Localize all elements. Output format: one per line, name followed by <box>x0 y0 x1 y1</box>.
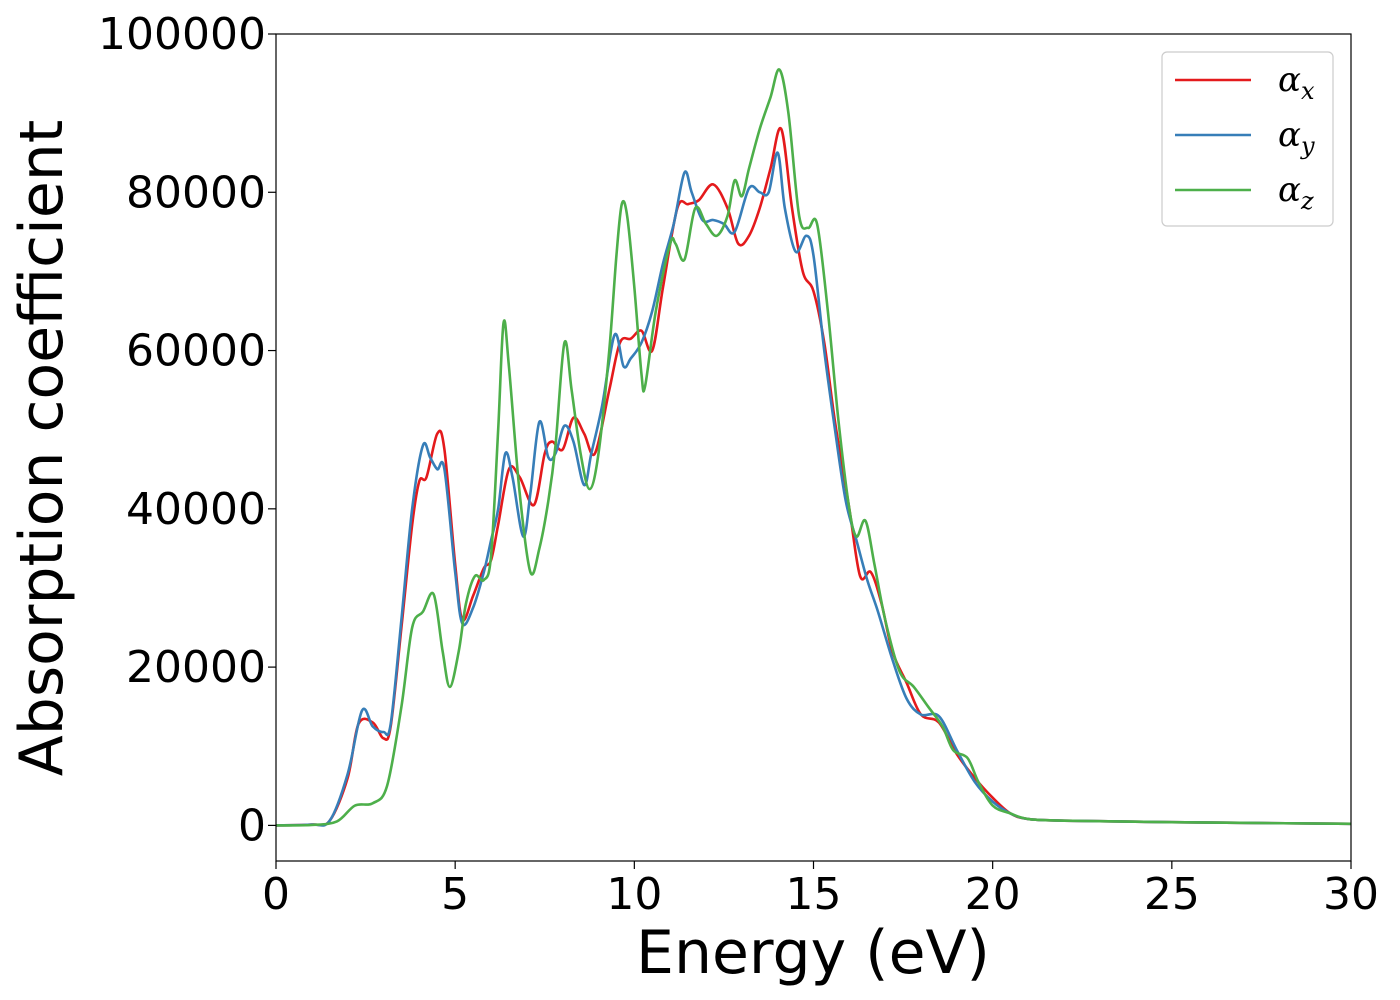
x-axis-title: Energy (eV) <box>636 918 990 988</box>
x-tick-label: 15 <box>786 869 842 920</box>
x-tick-label: 0 <box>262 869 290 920</box>
y-tick-label: 0 <box>238 800 266 851</box>
y-tick-label: 60000 <box>126 326 266 377</box>
x-tick-label: 20 <box>965 869 1021 920</box>
legend-label-alpha-x: αx <box>1278 60 1315 105</box>
legend-label-alpha-z: αz <box>1278 170 1314 215</box>
legend: αx αy αz <box>1161 51 1334 227</box>
y-tick-label: 20000 <box>126 642 266 693</box>
x-tick-label: 30 <box>1323 869 1379 920</box>
y-axis-title: Absorption coefficient <box>7 120 77 777</box>
series-layer <box>275 68 1352 827</box>
x-tick-label: 10 <box>606 869 662 920</box>
y-tick-label: 100000 <box>98 9 266 60</box>
series-line-alpha-z <box>275 68 1352 827</box>
series-line-alpha-y <box>275 151 1352 827</box>
axes-layer: 0 5 10 15 20 25 30 0 20000 40000 60000 80000 100000 <box>98 9 1379 920</box>
y-tick-label: 80000 <box>126 167 266 218</box>
y-tick-label: 40000 <box>126 484 266 535</box>
x-tick-label: 25 <box>1144 869 1200 920</box>
x-tick-label: 5 <box>441 869 469 920</box>
legend-label-alpha-y: αy <box>1278 115 1315 160</box>
legend-box <box>1161 51 1334 227</box>
